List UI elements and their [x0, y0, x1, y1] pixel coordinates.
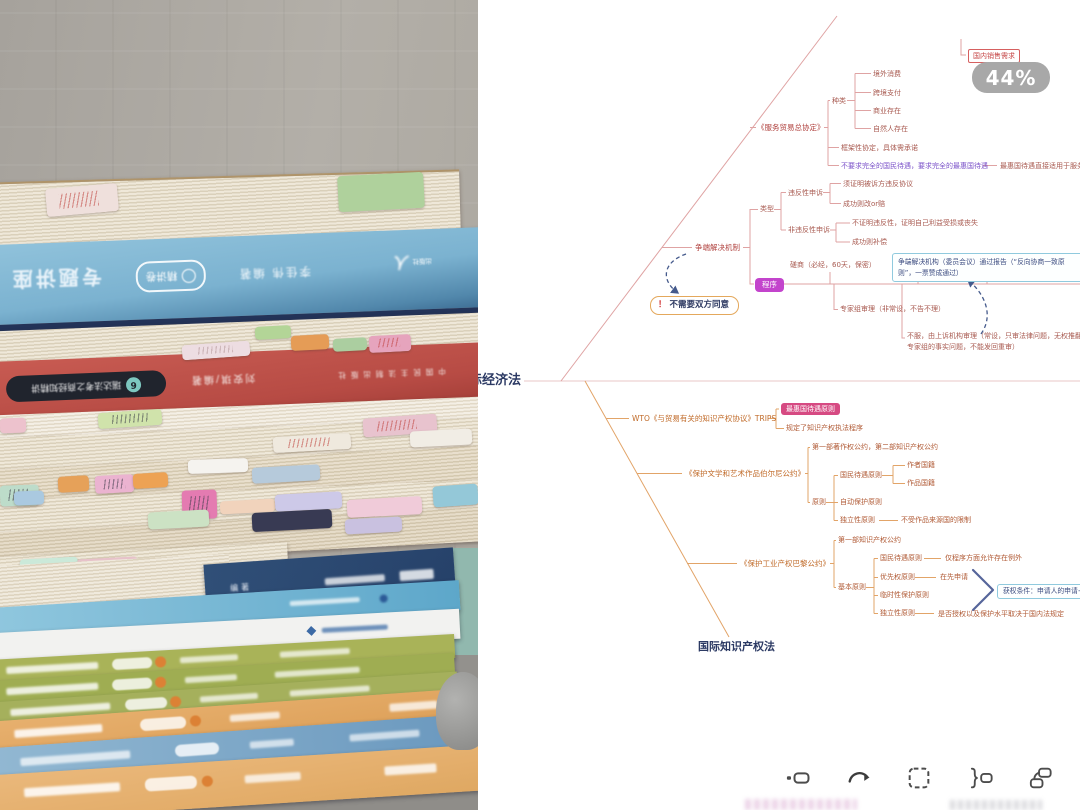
node-kinds[interactable]: 种类	[832, 97, 846, 105]
node-kind-3[interactable]: 商业存在	[873, 107, 901, 115]
node-author-nat[interactable]: 作者国籍	[907, 461, 935, 469]
sticky-tab	[432, 483, 478, 508]
node-kind-4[interactable]: 自然人存在	[873, 125, 908, 133]
blue-book-author: 李佳伟 编著	[237, 264, 312, 282]
node-berne[interactable]: 《保护文学和艺术作品伯尔尼公约》	[685, 469, 805, 478]
node-mfn-note[interactable]: 最惠国待遇直接适用于服务	[1000, 162, 1080, 170]
node-basic[interactable]: 基本原则	[838, 583, 866, 591]
node-kind-2[interactable]: 跨境支付	[873, 89, 901, 97]
node-nv1[interactable]: 不证明违反性，证明自己利益受损或丧失	[852, 219, 978, 227]
node-grant-cond[interactable]: 获权条件：申请人的申请+	[997, 584, 1080, 599]
node-paris-1[interactable]: 第一部知识产权公约	[838, 536, 901, 544]
node-independence1[interactable]: 独立性原则	[840, 516, 875, 524]
node-gats[interactable]: 《服务贸易总协定》	[757, 123, 825, 132]
dashed-selection-icon	[908, 767, 930, 789]
node-treatment[interactable]: 不要求完全的国民待遇，要求完全的最惠国待遇	[841, 162, 988, 170]
node-panel-review[interactable]: 专家组审理（非常设，不告不理）	[840, 305, 945, 313]
node-trips[interactable]: WTO《与贸易有关的知识产权协议》TRIPS	[632, 414, 777, 423]
node-nt2-note[interactable]: 仅程序方面允许存在例外	[945, 554, 1022, 562]
volume-circle	[181, 268, 196, 283]
node-independence2[interactable]: 独立性原则	[880, 609, 915, 617]
book-stack-photo: 专题讲座 精讲卷 李佳伟 编著 人 出版社 瑞达法考之商经知精讲 6 刘安琪/编…	[0, 0, 478, 810]
node-indep2-note[interactable]: 是否授权以及保护水平取决于国内法规定	[938, 610, 1064, 618]
node-no-consent[interactable]: ！不需要双方同意	[650, 296, 740, 316]
node-mfn-principle[interactable]: 最惠国待遇原则	[781, 403, 840, 416]
node-principles[interactable]: 原则	[812, 498, 826, 506]
publisher-script-logo: 人	[395, 252, 410, 272]
node-procedure[interactable]: 程序	[755, 278, 784, 292]
node-priority-note[interactable]: 在先申请	[940, 573, 968, 581]
red-book-author: 刘安琪/编著	[189, 371, 256, 386]
sticky-tab	[187, 457, 249, 475]
red-book-title: 瑞达法考之商经知精讲	[30, 378, 122, 392]
node-temp-protect[interactable]: 临时性保护原则	[880, 591, 929, 599]
insert-node-button[interactable]	[784, 764, 812, 792]
sticky-tab	[94, 473, 135, 495]
relationship-arrow	[665, 253, 687, 294]
mindmap-canvas[interactable]: 国际经济法 《服务贸易总协定》 种类 境外消费跨境支付商业存在自然人存在框架性协定，具…	[478, 0, 1080, 810]
node-ip-law[interactable]: 国际知识产权法	[698, 640, 775, 653]
blue-book-title: 专题讲座	[9, 264, 103, 292]
sticky-tab	[368, 333, 412, 354]
node-domestic-demand[interactable]: 国内销售需求	[968, 49, 1020, 64]
node-v2[interactable]: 成功则改or赔	[843, 200, 886, 208]
sticky-tab	[409, 428, 473, 448]
sticky-tab	[0, 417, 27, 434]
node-kind-1[interactable]: 境外消费	[873, 70, 901, 78]
node-indep1-note[interactable]: 不受作品来源国的限制	[901, 516, 971, 524]
node-nt2[interactable]: 国民待遇原则	[880, 554, 922, 562]
summary-tool-button[interactable]	[966, 764, 994, 792]
sticky-tab	[274, 491, 343, 512]
redo-button[interactable]	[845, 764, 873, 792]
red-book-title-pill: 瑞达法考之商经知精讲 6	[5, 370, 167, 403]
node-insert-icon	[786, 772, 810, 784]
node-dsb-report[interactable]: 争端解决机构（委员会议）通过报告（“反向协商一致原则”，一票赞成通过）	[892, 253, 1080, 283]
root-topic[interactable]: 国际经济法	[478, 373, 522, 388]
sticky-tab	[13, 490, 45, 506]
node-enforcement[interactable]: 规定了知识产权执法程序	[786, 424, 863, 432]
red-book-publisher: 中国民主法制出版社	[333, 366, 446, 381]
node-priority[interactable]: 优先权原则	[880, 573, 915, 581]
clipped-text-fragment	[745, 799, 857, 810]
sticky-tab	[147, 509, 210, 530]
sticky-tab	[132, 472, 169, 489]
node-paris[interactable]: 《保护工业产权巴黎公约》	[740, 559, 830, 568]
sticky-tab	[57, 475, 90, 493]
sticky-tab	[290, 334, 330, 351]
node-v1[interactable]: 须证明被诉方违反协议	[843, 180, 913, 188]
node-nt1[interactable]: 国民待遇原则	[840, 471, 882, 479]
node-appeal[interactable]: 不服，由上诉机构审理（常设，只审法律问题，无权推翻专家组的事实问题，不能发回重审…	[907, 332, 1080, 351]
redo-arrow-icon	[848, 772, 870, 783]
relationship-arrow	[966, 279, 988, 335]
sticky-tab	[332, 337, 368, 352]
summary-chevron	[971, 568, 995, 612]
node-dispute[interactable]: 争端解决机制	[695, 243, 740, 252]
node-nv2[interactable]: 成功则补偿	[852, 238, 887, 246]
node-violation[interactable]: 违反性申诉	[788, 189, 823, 197]
node-type[interactable]: 类型	[760, 205, 774, 213]
select-tool-button[interactable]	[905, 764, 933, 792]
relationship-tool-button[interactable]	[1025, 764, 1053, 792]
node-framework[interactable]: 框架性协定，具体需承诺	[841, 144, 918, 152]
sticky-tab	[344, 516, 403, 535]
mindmap-connectors	[524, 15, 1080, 638]
brace-summary-icon	[970, 767, 993, 789]
node-work-nat[interactable]: 作品国籍	[907, 479, 935, 487]
sticky-tab	[337, 171, 425, 213]
clipped-text-fragment	[950, 800, 1042, 810]
blue-book-badge: 精讲卷	[135, 259, 207, 293]
gray-cup	[436, 672, 478, 750]
node-consult[interactable]: 磋商（必经，60天，保密）	[790, 261, 876, 269]
sticky-tab	[254, 325, 292, 340]
node-auto-protect[interactable]: 自动保护原则	[840, 498, 882, 506]
progress-badge: 44%	[972, 62, 1050, 93]
blue-book-publisher: 人 出版社	[395, 252, 433, 272]
relationship-link-icon	[1029, 767, 1052, 789]
red-book-volume: 6	[125, 376, 142, 393]
node-berne-1[interactable]: 第一部著作权公约，第二部知识产权公约	[812, 443, 938, 451]
node-nonviolation[interactable]: 非违反性申诉	[788, 226, 830, 234]
